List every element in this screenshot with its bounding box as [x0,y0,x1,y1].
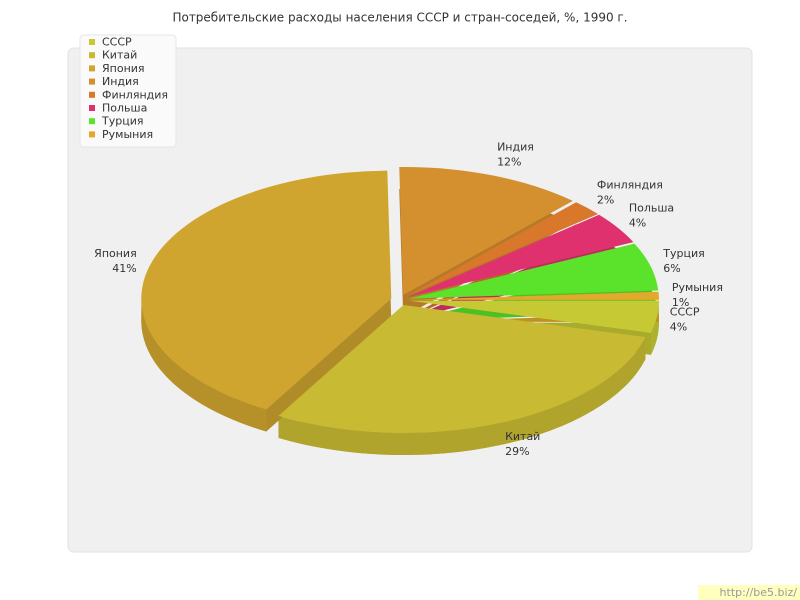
slice-value-label: 2% [597,193,614,206]
legend-label: СССР [102,36,132,49]
slice-label: Япония [94,247,137,260]
legend-label: Румыния [102,128,153,141]
legend-label: Япония [102,62,145,75]
pie-tops [141,166,659,433]
pie-labels: СССР 4% Китай 29% Япония 41% Индия 12% Финляндия… [94,140,723,458]
slice [408,243,659,299]
slice-value-label: 12% [497,155,521,168]
chart-title: Потребительские расходы населения СССР и… [172,11,627,25]
slice-value-label: 6% [663,262,680,275]
legend-label: Финляндия [102,88,168,101]
legend-swatch [89,39,95,45]
slice-value-label: 41% [112,262,136,275]
slice [278,304,646,433]
slice-label: Румыния [672,281,723,294]
legend-label: Индия [102,75,139,88]
slice-side [141,298,267,432]
slice-label: Финляндия [597,178,663,191]
legend-label: Китай [102,49,137,62]
slice [399,166,573,295]
legend: СССРКитайЯпонияИндияФинляндияПольшаТурци… [89,36,168,141]
legend-swatch [89,78,95,85]
watermark-background [698,585,800,600]
legend-label: Турция [101,115,143,128]
slice-label: Китай [505,430,540,443]
slice-side [650,300,659,355]
slice-value-label: 4% [629,217,646,230]
slice [408,291,659,300]
legend-swatch [89,118,95,125]
slice-value-label: 4% [670,321,687,334]
slice-label: Турция [662,247,704,260]
legend-swatch [89,65,95,72]
legend-swatch [89,131,95,138]
legend-swatch [89,105,95,111]
slice [407,214,634,298]
slice-side [278,337,646,455]
legend-swatch [89,52,95,59]
slice-label: Индия [497,140,534,153]
legend-box [79,34,177,148]
slice-value-label: 1% [672,296,689,309]
slice-label: СССР [670,306,700,319]
slice [408,300,659,333]
legend-label: Польша [102,102,147,115]
slice [141,170,392,410]
slice [406,202,599,297]
slice-label: Польша [629,202,674,215]
legend-swatch [89,91,95,98]
watermark: http://be5.biz/ [720,586,798,599]
slice-value-label: 29% [505,445,529,458]
